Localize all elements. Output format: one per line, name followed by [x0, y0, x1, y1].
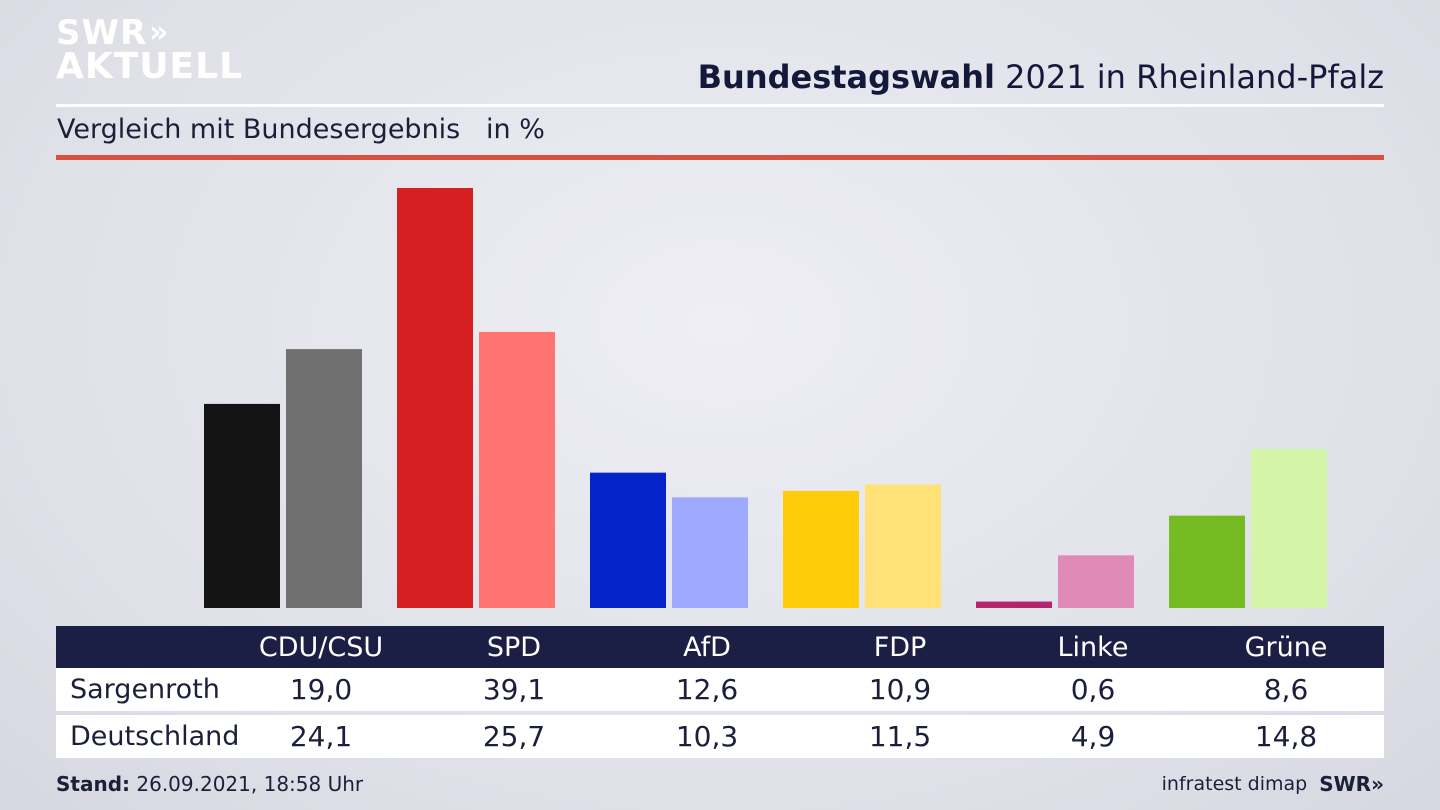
bar-fdp-deutschland	[865, 484, 941, 608]
column-header-gruene: Grüne	[1244, 631, 1328, 663]
bar-linke-sargenroth	[976, 601, 1052, 608]
page-title: Bundestagswahl 2021 in Rheinland-Pfalz	[698, 58, 1384, 96]
column-header-linke: Linke	[1057, 631, 1129, 663]
bar-cdu-deutschland	[286, 349, 362, 608]
timestamp: Stand: 26.09.2021, 18:58 Uhr	[56, 772, 363, 796]
table-header: CDU/CSU SPD AfD FDP Linke Grüne	[56, 626, 1384, 668]
table-cell-linke: 0,6	[1070, 673, 1116, 706]
table-cell-afd: 10,3	[675, 720, 739, 753]
table-cell-spd: 25,7	[482, 720, 546, 753]
table-cell-cdu: 19,0	[289, 673, 353, 706]
logo-swr: SWR	[56, 13, 148, 53]
title-bold: Bundestagswahl	[697, 58, 995, 96]
table-cell-fdp: 11,5	[868, 720, 932, 753]
bar-spd-sargenroth	[397, 188, 473, 608]
column-header-spd: SPD	[486, 631, 542, 663]
bar-gruene-sargenroth	[1169, 515, 1245, 608]
title-rest: 2021 in Rheinland-Pfalz	[995, 58, 1384, 96]
bar-fdp-sargenroth	[783, 490, 859, 608]
table-cell-gruene: 8,6	[1263, 673, 1309, 706]
bar-afd-sargenroth	[590, 472, 666, 608]
subtitle-divider	[56, 155, 1384, 160]
column-header-afd: AfD	[683, 631, 731, 663]
stand-value: 26.09.2021, 18:58 Uhr	[130, 772, 364, 796]
table-cell-spd: 39,1	[482, 673, 546, 706]
bar-spd-deutschland	[479, 331, 555, 608]
table-cell-fdp: 10,9	[868, 673, 932, 706]
table-cell-linke: 4,9	[1070, 720, 1116, 753]
stand-label: Stand:	[56, 772, 131, 796]
table-row-deutschland: Deutschland 24,1 25,7 10,3 11,5 4,9 14,8	[56, 715, 1384, 758]
title-divider	[56, 104, 1384, 107]
chart-subtitle: Vergleich mit Bundesergebnis in %	[57, 114, 545, 145]
results-table: CDU/CSU SPD AfD FDP Linke Grüne Sargenroth 19…	[56, 626, 1384, 758]
column-header-cdu: CDU/CSU	[258, 631, 384, 663]
bar-afd-deutschland	[672, 497, 748, 608]
table-cell-afd: 12,6	[675, 673, 739, 706]
row-label: Sargenroth	[70, 674, 220, 705]
bar-gruene-deutschland	[1251, 449, 1327, 608]
table-cell-gruene: 14,8	[1254, 720, 1318, 753]
swr-brand-logo: SWR»	[1319, 772, 1384, 796]
row-label: Deutschland	[70, 721, 240, 752]
swr-aktuell-logo: SWR» AKTUELL	[56, 13, 244, 87]
logo-aktuell: AKTUELL	[56, 46, 244, 87]
column-header-fdp: FDP	[873, 631, 927, 663]
bar-chart	[204, 188, 1327, 608]
bar-linke-deutschland	[1058, 555, 1134, 608]
bar-cdu-sargenroth	[204, 403, 280, 608]
source-credit: infratest dimap SWR»	[1162, 772, 1384, 796]
table-row-sargenroth: Sargenroth 19,0 39,1 12,6 10,9 0,6 8,6	[56, 668, 1384, 711]
source-label: infratest dimap	[1161, 773, 1308, 795]
table-cell-cdu: 24,1	[289, 720, 353, 753]
